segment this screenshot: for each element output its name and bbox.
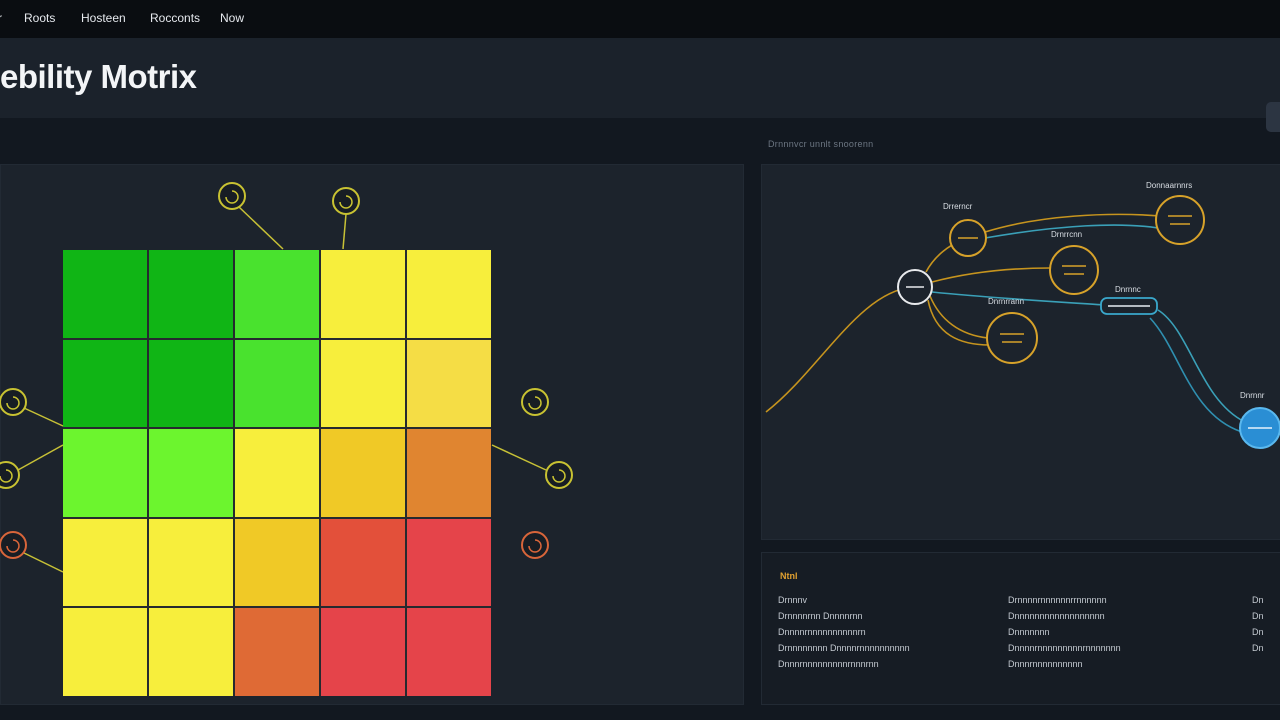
matrix-cell-r4-c1[interactable] [63, 518, 147, 607]
network-node-4-label: Dnrnrrann [988, 297, 1024, 306]
details-cell: Dnnnnrnnnnnnnnnnrn [778, 627, 866, 637]
connector-line [23, 407, 64, 427]
risk-matrix [63, 250, 491, 696]
matrix-cell-r2-c5[interactable] [407, 339, 491, 428]
matrix-cell-r3-c2[interactable] [149, 429, 233, 517]
network-section-label: Drnnnvcr unnlt snoorenn [768, 139, 874, 149]
details-cell: Dnnnnnnnnnnnnnnnnnn [1008, 611, 1105, 621]
connector-line [342, 213, 347, 250]
network-edges [765, 213, 1246, 433]
network-node-1-label: Drrerncr [943, 202, 973, 211]
network-node-4[interactable] [986, 312, 1038, 364]
matrix-cell-r3-c5[interactable] [407, 429, 491, 517]
connector-line [17, 444, 64, 471]
network-node-3[interactable] [1049, 245, 1099, 295]
matrix-cell-r3-c1[interactable] [63, 429, 147, 517]
matrix-cell-r4-c3[interactable] [235, 518, 319, 607]
matrix-cell-r5-c1[interactable] [63, 608, 147, 696]
marker-left-1[interactable] [0, 388, 27, 416]
details-cell: Drnnnnrnn Dnnnnrnn [778, 611, 863, 621]
network-edge [931, 267, 1051, 283]
matrix-cell-r4-c5[interactable] [407, 518, 491, 607]
page-title: ebility Motrix [0, 58, 197, 95]
details-cell: Dnnnnnnn [1008, 627, 1050, 637]
network-node-6-label: Dnrnnr [1240, 391, 1265, 400]
page-header: ebility Motrix [0, 38, 1280, 132]
network-edge [927, 299, 991, 346]
network-edge [931, 291, 1106, 306]
network-edge [1157, 309, 1246, 423]
network-edge [929, 295, 989, 339]
nav-item-hosteen[interactable]: Hosteen [81, 11, 126, 25]
connector-line [491, 444, 547, 471]
connector-line [21, 551, 64, 573]
header-action-button[interactable] [1266, 102, 1280, 132]
matrix-cell-r4-c2[interactable] [149, 518, 233, 607]
details-column-3: Dn Dn Dn Dn [1252, 596, 1264, 660]
network-node-3-label: Drnrrcnn [1051, 230, 1082, 239]
matrix-cell-r4-c4[interactable] [321, 518, 405, 607]
matrix-cell-r1-c5[interactable] [407, 250, 491, 338]
matrix-cell-r1-c2[interactable] [149, 250, 233, 338]
details-cell: Drnnnnnnnn Dnnnnrnnnnnnnnnn [778, 643, 910, 653]
marker-left-3[interactable] [0, 531, 27, 559]
network-node-2[interactable] [1155, 195, 1205, 245]
marker-right-3[interactable] [521, 531, 549, 559]
details-column-2: Drnnnnrnnnnnnrrnnnnnn Dnnnnnnnnnnnnnnnnn… [1008, 596, 1121, 676]
matrix-cell-r3-c3[interactable] [235, 429, 319, 517]
network-nodes [897, 195, 1280, 449]
details-cell: Drnnnnrnnnnnnrrnnnnnn [1008, 595, 1107, 605]
matrix-cell-r5-c5[interactable] [407, 608, 491, 696]
network-node-5[interactable] [1100, 297, 1158, 315]
matrix-cell-r2-c1[interactable] [63, 339, 147, 428]
marker-top-left[interactable] [218, 182, 246, 210]
network-edge [765, 286, 915, 413]
marker-left-2[interactable] [0, 461, 20, 489]
details-cell: Drnnnv [778, 595, 808, 605]
matrix-cell-r1-c3[interactable] [235, 250, 319, 338]
matrix-cell-r2-c3[interactable] [235, 339, 319, 428]
nav-item-now[interactable]: Now [220, 11, 245, 25]
details-cell: Dn [1252, 611, 1264, 621]
marker-right-1[interactable] [521, 388, 549, 416]
matrix-cell-r1-c1[interactable] [63, 250, 147, 338]
connector-line [238, 206, 284, 250]
details-cell: Dnnnnrnnnnnnnnnrnnnnnnn [1008, 643, 1121, 653]
details-cell: Dnnnrnnnnnnnnnn [1008, 659, 1083, 669]
matrix-connectors [17, 206, 547, 573]
network-node-5-label: Dnrnnc [1115, 285, 1141, 294]
matrix-markers [0, 182, 573, 559]
marker-top-right[interactable] [332, 187, 360, 215]
network-node-6[interactable] [1239, 407, 1280, 449]
network-node-2-label: Donnaarnnrs [1146, 181, 1192, 190]
top-bar: r Roots Hosteen Rocconts Now [0, 0, 1280, 38]
matrix-cell-r1-c4[interactable] [321, 250, 405, 338]
details-panel [761, 552, 1280, 705]
network-edge [1149, 317, 1243, 433]
network-node-1[interactable] [949, 219, 987, 257]
details-cell: Dn [1252, 643, 1264, 653]
details-cell: Dn [1252, 595, 1264, 605]
nav-item-roots[interactable]: Roots [24, 11, 56, 25]
details-cell: Dn [1252, 627, 1264, 637]
matrix-cell-r5-c4[interactable] [321, 608, 405, 696]
matrix-cell-r5-c3[interactable] [235, 608, 319, 696]
details-cell: Dnnnrnnnnnnnnnrnnnrnn [778, 659, 879, 669]
nav-item-rocconts[interactable]: Rocconts [150, 11, 201, 25]
matrix-cell-r3-c4[interactable] [321, 429, 405, 517]
network-edge [984, 213, 1161, 233]
nav-item-partial[interactable]: r [0, 11, 2, 25]
matrix-cell-r2-c4[interactable] [321, 339, 405, 428]
network-node-root[interactable] [897, 269, 933, 305]
matrix-cell-r2-c2[interactable] [149, 339, 233, 428]
details-column-1: Drnnnv Drnnnnrnn Dnnnnrnn Dnnnnrnnnnnnnn… [778, 596, 910, 676]
details-heading: Ntnl [780, 571, 798, 581]
marker-right-2[interactable] [545, 461, 573, 489]
network-edge [984, 224, 1159, 239]
matrix-cell-r5-c2[interactable] [149, 608, 233, 696]
